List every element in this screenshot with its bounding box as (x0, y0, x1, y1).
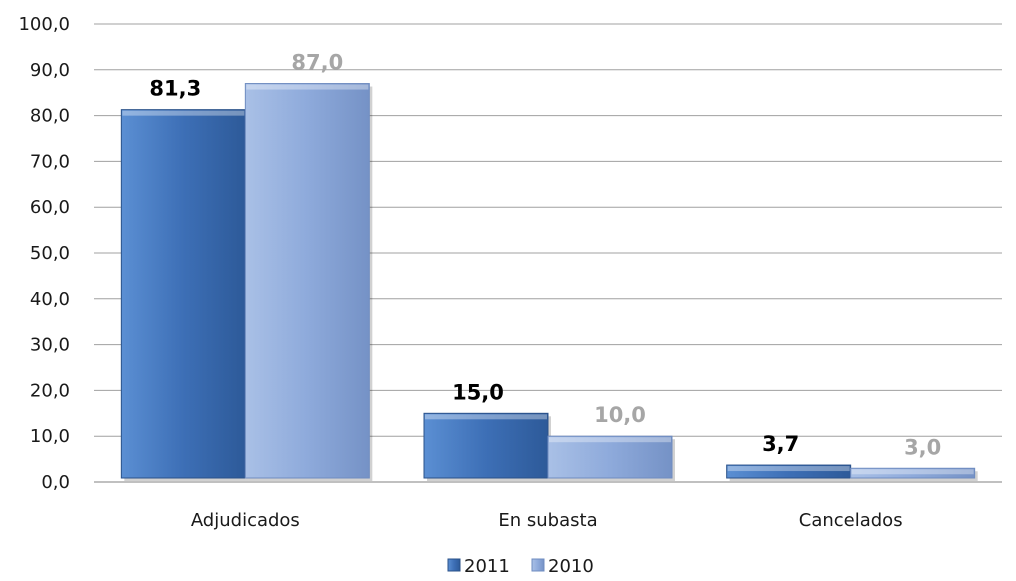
x-category-label: En subasta (498, 510, 597, 531)
x-category-label: Cancelados (799, 510, 903, 531)
y-tick-label: 10,0 (30, 426, 70, 447)
y-tick-label: 100,0 (18, 14, 70, 35)
bar-highlight (727, 466, 850, 472)
y-tick-label: 50,0 (30, 243, 70, 264)
bar-highlight (549, 437, 671, 443)
bar-highlight (851, 469, 974, 475)
bar-highlight (425, 414, 547, 420)
y-tick-label: 60,0 (30, 197, 70, 218)
y-tick-label: 80,0 (30, 106, 70, 127)
legend-swatch-2010 (531, 558, 545, 572)
legend-label-2011: 2011 (464, 556, 510, 577)
bar-2010-cancelados (850, 467, 976, 479)
bar-2011-adjudicados (120, 109, 246, 479)
legend-label-2010: 2010 (548, 556, 594, 577)
bars (120, 83, 978, 482)
bar-2010-adjudicados (244, 83, 370, 479)
y-tick-label: 20,0 (30, 380, 70, 401)
y-axis: 0,0 10,0 20,0 30,0 40,0 50,0 60,0 70,0 80,0 90,0 1… (18, 14, 70, 493)
data-label-2011: 15,0 (452, 380, 504, 404)
y-tick-label: 70,0 (30, 151, 70, 172)
data-label-2010: 87,0 (291, 51, 343, 75)
y-tick-label: 40,0 (30, 289, 70, 310)
legend: 2011 2010 (447, 556, 594, 577)
bar-2011-en-subasta (423, 412, 549, 479)
y-tick-label: 90,0 (30, 60, 70, 81)
bar-highlight (122, 110, 245, 116)
data-labels: 81,3 87,0 15,0 10,0 3,7 3,0 (149, 51, 941, 460)
y-tick-label: 30,0 (30, 335, 70, 356)
bar-highlight (246, 84, 369, 90)
data-label-2010: 10,0 (594, 403, 646, 427)
x-axis: Adjudicados En subasta Cancelados (191, 510, 903, 531)
x-category-label: Adjudicados (191, 510, 300, 531)
data-label-2010: 3,0 (904, 435, 941, 459)
bar-2010-en-subasta (547, 435, 673, 479)
data-label-2011: 3,7 (762, 432, 799, 456)
data-label-2011: 81,3 (149, 77, 201, 101)
y-tick-label: 0,0 (41, 472, 70, 493)
legend-swatch-2011 (447, 558, 461, 572)
